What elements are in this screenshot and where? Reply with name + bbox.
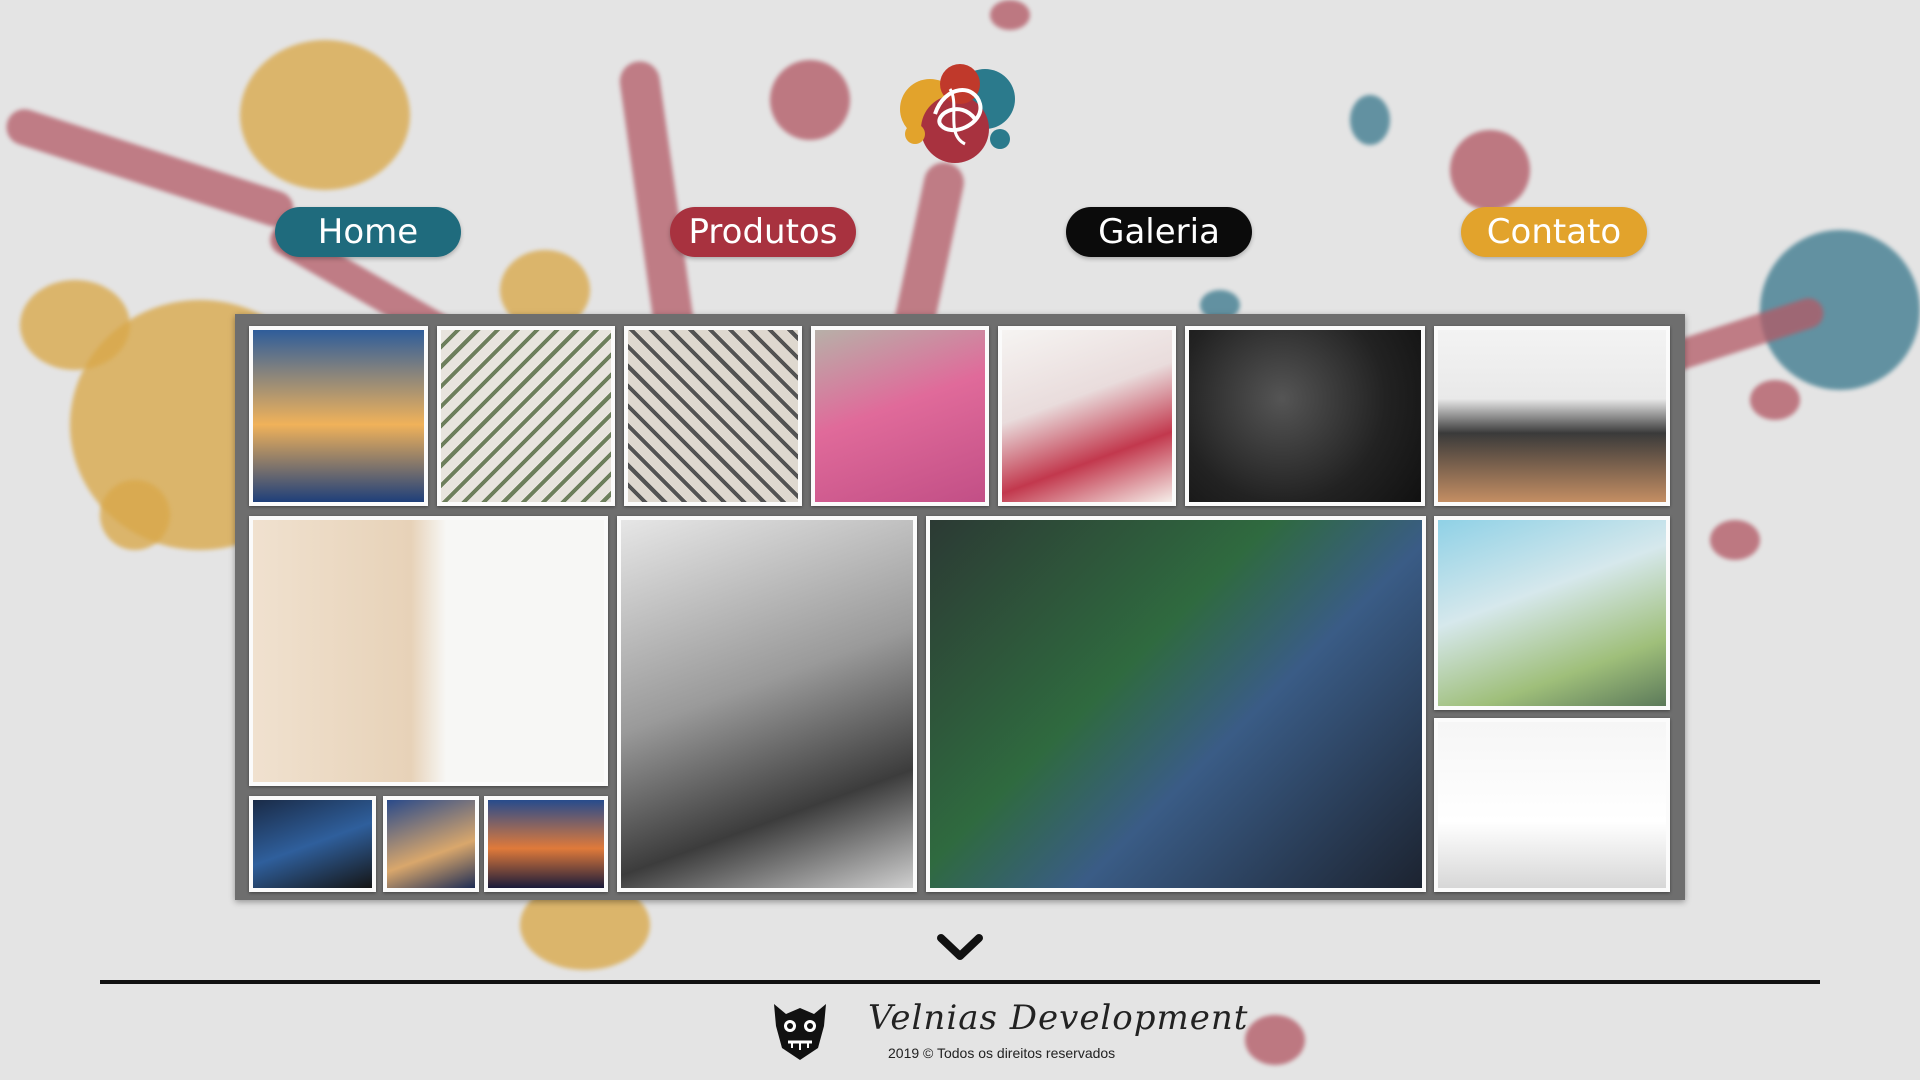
gallery-photo[interactable]	[249, 516, 608, 786]
gallery-photo[interactable]	[617, 516, 917, 892]
gallery-photo[interactable]	[811, 326, 989, 506]
photo-gallery	[235, 314, 1685, 900]
gallery-photo[interactable]	[1434, 718, 1670, 892]
footer-brand: Velnias Development	[868, 998, 1249, 1038]
gallery-photo[interactable]	[249, 326, 428, 506]
footer-divider	[100, 980, 1820, 984]
demon-mask-logo	[774, 1004, 826, 1060]
gallery-photo[interactable]	[484, 796, 608, 892]
nav-contato-button[interactable]: Contato	[1461, 207, 1647, 257]
gallery-photo[interactable]	[998, 326, 1176, 506]
gallery-photo[interactable]	[437, 326, 615, 506]
paint-splash-logo[interactable]	[890, 44, 1025, 174]
gallery-photo[interactable]	[383, 796, 479, 892]
chevron-down-icon[interactable]	[935, 930, 985, 964]
nav-galeria-button[interactable]: Galeria	[1066, 207, 1252, 257]
gallery-photo[interactable]	[1434, 516, 1670, 710]
gallery-photo[interactable]	[249, 796, 376, 892]
nav-home-button[interactable]: Home	[275, 207, 461, 257]
gallery-photo[interactable]	[624, 326, 802, 506]
footer-copyright: 2019 © Todos os direitos reservados	[888, 1045, 1116, 1061]
nav-produtos-button[interactable]: Produtos	[670, 207, 856, 257]
gallery-photo[interactable]	[1434, 326, 1670, 506]
gallery-photo[interactable]	[926, 516, 1426, 892]
gallery-photo[interactable]	[1185, 326, 1425, 506]
